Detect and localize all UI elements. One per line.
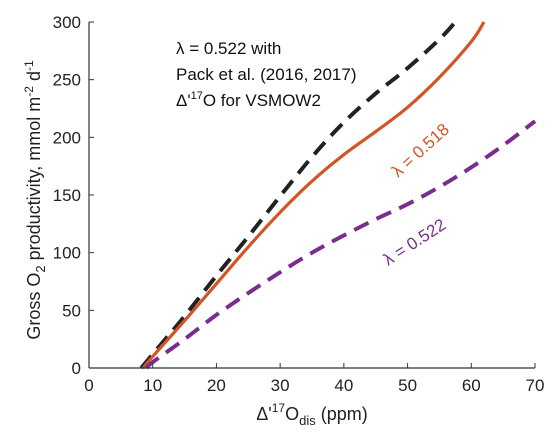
annotation-line-2: Pack et al. (2016, 2017) — [176, 65, 357, 84]
x-axis-label: Δ'17Odis (ppm) — [256, 401, 367, 428]
y-tick-label: 300 — [53, 13, 81, 32]
y-tick-label: 100 — [53, 244, 81, 263]
x-tick-label: 10 — [143, 376, 162, 395]
series-label-0522: λ = 0.522 — [380, 215, 449, 269]
x-tick-label: 60 — [462, 376, 481, 395]
annotation-line-3: Δ'17O for VSMOW2 — [176, 90, 321, 110]
series-line-orange-solid — [141, 21, 486, 370]
series-line-purple-dashed — [144, 119, 537, 370]
x-tick-label: 50 — [398, 376, 417, 395]
x-tick-label: 30 — [271, 376, 290, 395]
y-axis-label: Gross O2 productivity, mmol m-2 d-1 — [22, 60, 48, 340]
x-tick-label: 20 — [207, 376, 226, 395]
series-label-0518: λ = 0.518 — [388, 120, 453, 181]
x-tick-label: 70 — [526, 376, 545, 395]
y-tick-label: 200 — [53, 128, 81, 147]
series-line-black-dashed — [139, 20, 457, 370]
tick-layer: 0 10 20 30 40 50 60 70 0 50 100 150 200 250 300 — [53, 13, 545, 395]
y-tick-label: 250 — [53, 71, 81, 90]
y-tick-label: 50 — [62, 301, 81, 320]
y-tick-label: 150 — [53, 186, 81, 205]
series-layer — [139, 20, 537, 370]
x-tick-label: 40 — [334, 376, 353, 395]
y-tick-label: 0 — [72, 359, 81, 378]
x-tick-label: 0 — [84, 376, 93, 395]
annotation-line-1: λ = 0.522 with — [176, 39, 281, 58]
